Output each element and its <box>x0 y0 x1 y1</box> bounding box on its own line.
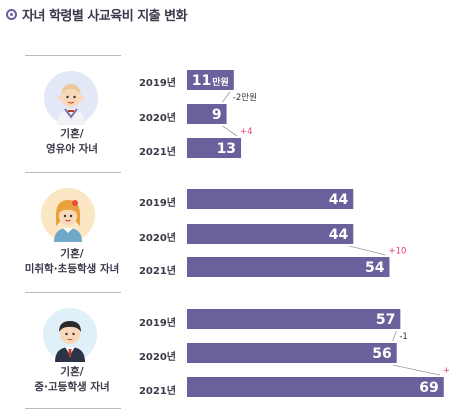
bar <box>187 224 354 244</box>
change-label: +4 <box>240 127 253 137</box>
bar <box>187 189 354 209</box>
group-label-line1: 기혼/ <box>60 366 84 378</box>
change-connector <box>392 330 397 342</box>
title-bullet-icon <box>6 8 17 20</box>
chart-title: 자녀 학령별 사교육비 지출 변화 <box>6 5 188 24</box>
year-label: 2019년 <box>138 318 176 329</box>
change-label: +10 <box>388 247 406 257</box>
bar <box>187 257 390 277</box>
bar-value-label: 54 <box>365 260 385 276</box>
title-text: 자녀 학령별 사교육비 지출 변화 <box>22 8 188 24</box>
year-label: 2020년 <box>138 233 176 244</box>
bar-value-label: 57 <box>376 312 395 328</box>
bar <box>187 70 234 90</box>
change-connector <box>392 364 440 376</box>
bar-value-label: 44 <box>329 227 349 243</box>
bar <box>187 343 397 363</box>
change-connector <box>222 125 238 137</box>
group-label-elementary: 기혼/ 미취학·초등학생 자녀 <box>12 247 132 277</box>
separator <box>25 292 121 293</box>
girl-icon <box>41 188 95 242</box>
change-label: -2만원 <box>233 93 257 103</box>
bar <box>187 138 242 158</box>
bar-value-label: 11만원 <box>192 73 229 89</box>
year-label: 2021년 <box>138 386 176 397</box>
bar-value-label: 9 <box>212 107 222 123</box>
change-label: +13 <box>443 366 450 376</box>
group-label-line1: 기혼/ <box>60 248 84 260</box>
bar-value-label: 44 <box>329 192 349 208</box>
bar <box>187 377 444 397</box>
change-connector <box>349 245 386 256</box>
bar <box>187 104 227 124</box>
group-label-line2: 미취학·초등학생 자녀 <box>24 263 120 275</box>
year-label: 2019년 <box>138 78 176 89</box>
year-label: 2020년 <box>138 352 176 363</box>
separator <box>25 172 121 173</box>
baby-icon <box>44 71 98 125</box>
bar-value-label: 56 <box>372 346 391 362</box>
group-label-line2: 중·고등학생 자녀 <box>34 381 110 393</box>
group-label-line1: 기혼/ <box>60 128 84 140</box>
change-connector <box>222 91 231 103</box>
separator <box>25 55 121 56</box>
year-label: 2019년 <box>138 198 176 209</box>
student-icon <box>43 308 97 362</box>
year-label: 2021년 <box>138 266 176 277</box>
group-label-line2: 영유아 자녀 <box>46 143 98 155</box>
bar <box>187 309 401 329</box>
group-label-secondary: 기혼/ 중·고등학생 자녀 <box>12 365 132 395</box>
separator <box>25 408 121 409</box>
change-label: -1 <box>399 332 407 342</box>
group-label-infant: 기혼/ 영유아 자녀 <box>12 127 132 157</box>
year-label: 2021년 <box>138 147 176 158</box>
bar-value-label: 69 <box>419 380 438 396</box>
year-label: 2020년 <box>138 113 176 124</box>
bar-value-label: 13 <box>217 141 236 157</box>
